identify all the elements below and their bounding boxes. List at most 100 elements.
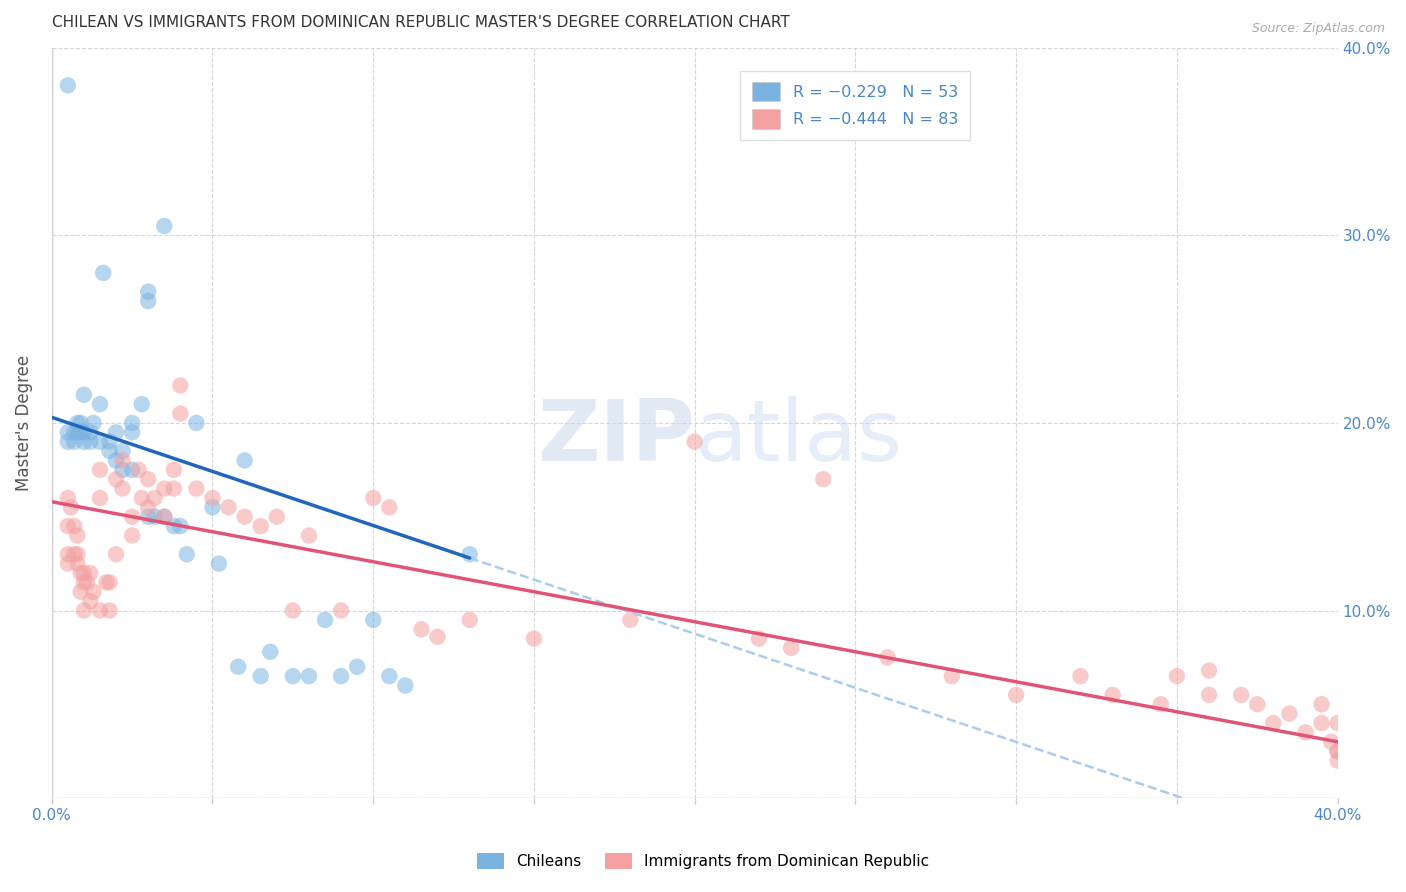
Point — [56, 78, 79, 93]
Point — [153, 482, 176, 496]
Point — [73, 388, 96, 402]
Point — [780, 640, 803, 655]
Point — [63, 519, 86, 533]
Point — [76, 575, 98, 590]
Point — [131, 491, 153, 505]
Point — [79, 434, 101, 449]
Point — [176, 547, 198, 561]
Point — [1295, 725, 1317, 739]
Point — [69, 566, 91, 580]
Point — [63, 434, 86, 449]
Point — [941, 669, 963, 683]
Point — [105, 453, 128, 467]
Point — [233, 509, 256, 524]
Point — [89, 491, 111, 505]
Point — [1166, 669, 1188, 683]
Point — [163, 463, 186, 477]
Point — [1326, 754, 1348, 768]
Point — [361, 613, 384, 627]
Point — [281, 669, 304, 683]
Point — [98, 603, 121, 617]
Point — [56, 519, 79, 533]
Point — [136, 285, 159, 299]
Point — [153, 509, 176, 524]
Point — [201, 491, 224, 505]
Point — [1246, 698, 1268, 712]
Point — [56, 491, 79, 505]
Point — [121, 463, 143, 477]
Point — [69, 425, 91, 440]
Point — [330, 669, 353, 683]
Point — [619, 613, 641, 627]
Point — [394, 679, 416, 693]
Point — [89, 603, 111, 617]
Point — [1263, 716, 1285, 731]
Point — [314, 613, 336, 627]
Point — [208, 557, 231, 571]
Point — [63, 425, 86, 440]
Point — [73, 434, 96, 449]
Point — [73, 575, 96, 590]
Point — [876, 650, 898, 665]
Point — [66, 416, 89, 430]
Point — [233, 453, 256, 467]
Point — [69, 416, 91, 430]
Point — [1198, 664, 1220, 678]
Point — [83, 584, 105, 599]
Point — [89, 434, 111, 449]
Point — [1310, 716, 1333, 731]
Point — [136, 509, 159, 524]
Point — [1326, 744, 1348, 758]
Point — [226, 660, 249, 674]
Point — [66, 528, 89, 542]
Point — [56, 557, 79, 571]
Point — [73, 566, 96, 580]
Point — [111, 444, 134, 458]
Point — [1326, 716, 1348, 731]
Point — [131, 397, 153, 411]
Point — [259, 645, 281, 659]
Point — [60, 500, 83, 515]
Point — [346, 660, 368, 674]
Point — [411, 622, 433, 636]
Point — [136, 472, 159, 486]
Point — [1069, 669, 1091, 683]
Point — [111, 463, 134, 477]
Point — [89, 397, 111, 411]
Point — [66, 425, 89, 440]
Point — [201, 500, 224, 515]
Point — [1198, 688, 1220, 702]
Point — [1278, 706, 1301, 721]
Point — [163, 482, 186, 496]
Point — [98, 434, 121, 449]
Point — [89, 463, 111, 477]
Point — [163, 519, 186, 533]
Point — [73, 425, 96, 440]
Point — [153, 509, 176, 524]
Text: Source: ZipAtlas.com: Source: ZipAtlas.com — [1251, 22, 1385, 36]
Point — [266, 509, 288, 524]
Point — [79, 425, 101, 440]
Point — [111, 482, 134, 496]
Point — [169, 378, 191, 392]
Legend: R = −0.229   N = 53, R = −0.444   N = 83: R = −0.229 N = 53, R = −0.444 N = 83 — [741, 70, 970, 140]
Point — [121, 425, 143, 440]
Point — [748, 632, 770, 646]
Point — [1310, 698, 1333, 712]
Point — [111, 453, 134, 467]
Point — [105, 472, 128, 486]
Point — [98, 444, 121, 458]
Point — [96, 575, 118, 590]
Point — [143, 491, 166, 505]
Point — [121, 509, 143, 524]
Point — [1320, 735, 1343, 749]
Point — [523, 632, 546, 646]
Point — [73, 603, 96, 617]
Point — [79, 566, 101, 580]
Point — [1230, 688, 1253, 702]
Point — [136, 500, 159, 515]
Point — [249, 669, 271, 683]
Legend: Chileans, Immigrants from Dominican Republic: Chileans, Immigrants from Dominican Repu… — [471, 847, 935, 875]
Point — [143, 509, 166, 524]
Point — [186, 416, 208, 430]
